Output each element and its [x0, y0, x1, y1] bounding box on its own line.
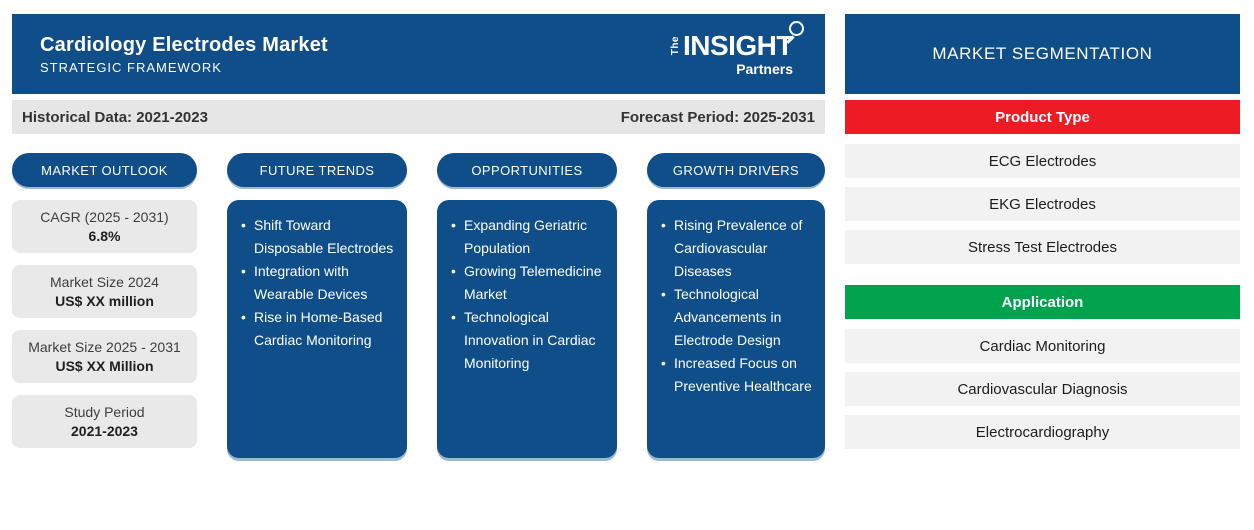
product-type-group: ECG Electrodes EKG Electrodes Stress Tes…: [845, 144, 1240, 264]
column-opportunities: OPPORTUNITIES Expanding Geriatric Popula…: [437, 153, 617, 458]
stat-label: Market Size 2025 - 2031: [28, 339, 181, 355]
list-item: Technological Advancements in Electrode …: [660, 283, 817, 352]
forecast-period-label: Forecast Period: 2025-2031: [620, 108, 815, 126]
market-outlook-header: MARKET OUTLOOK: [12, 153, 197, 187]
opportunities-box: Expanding Geriatric Population Growing T…: [437, 200, 617, 458]
title-block: Cardiology Electrodes Market STRATEGIC F…: [40, 34, 328, 75]
stat-market-size-2024: Market Size 2024 US$ XX million: [12, 265, 197, 318]
stat-market-size-forecast: Market Size 2025 - 2031 US$ XX Million: [12, 330, 197, 383]
stat-label: CAGR (2025 - 2031): [40, 209, 169, 225]
logo-insight-text: INSIGHT: [682, 21, 804, 61]
segment-item: Cardiac Monitoring: [845, 329, 1240, 363]
future-trends-list: Shift Toward Disposable Electrodes Integ…: [240, 214, 399, 352]
stat-value: 6.8%: [88, 228, 121, 244]
stat-value: US$ XX million: [55, 293, 154, 309]
stat-value: 2021-2023: [71, 423, 138, 439]
opportunities-list: Expanding Geriatric Population Growing T…: [450, 214, 609, 375]
segment-item: ECG Electrodes: [845, 144, 1240, 178]
magnifier-icon: [789, 21, 804, 36]
logo-the-text: The: [669, 36, 681, 56]
column-market-outlook: MARKET OUTLOOK CAGR (2025 - 2031) 6.8% M…: [12, 153, 197, 458]
stat-value: US$ XX Million: [55, 358, 154, 374]
list-item: Increased Focus on Preventive Healthcare: [660, 352, 817, 398]
column-growth-drivers: GROWTH DRIVERS Rising Prevalence of Card…: [647, 153, 825, 458]
column-future-trends: FUTURE TRENDS Shift Toward Disposable El…: [227, 153, 407, 458]
product-type-band: Product Type: [845, 100, 1240, 134]
segment-item: Cardiovascular Diagnosis: [845, 372, 1240, 406]
logo-top: The INSIGHT: [669, 21, 804, 61]
main-header: Cardiology Electrodes Market STRATEGIC F…: [12, 14, 825, 94]
segment-item: Stress Test Electrodes: [845, 230, 1240, 264]
period-bar: Historical Data: 2021-2023 Forecast Peri…: [12, 100, 825, 134]
growth-drivers-list: Rising Prevalence of Cardiovascular Dise…: [660, 214, 817, 398]
list-item: Technological Innovation in Cardiac Moni…: [450, 306, 609, 375]
page-subtitle: STRATEGIC FRAMEWORK: [40, 59, 222, 75]
growth-drivers-header: GROWTH DRIVERS: [647, 153, 825, 187]
insight-partners-logo: The INSIGHT Partners: [669, 21, 804, 77]
future-trends-header: FUTURE TRENDS: [227, 153, 407, 187]
list-item: Expanding Geriatric Population: [450, 214, 609, 260]
segment-item: EKG Electrodes: [845, 187, 1240, 221]
opportunities-header: OPPORTUNITIES: [437, 153, 617, 187]
framework-section: Cardiology Electrodes Market STRATEGIC F…: [12, 14, 825, 458]
logo-partners-text: Partners: [736, 61, 793, 77]
list-item: Integration with Wearable Devices: [240, 260, 399, 306]
logo-insight-word: INSIGHT: [682, 30, 794, 61]
segmentation-title: MARKET SEGMENTATION: [845, 14, 1240, 94]
stat-label: Market Size 2024: [50, 274, 159, 290]
list-item: Shift Toward Disposable Electrodes: [240, 214, 399, 260]
list-item: Rise in Home-Based Cardiac Monitoring: [240, 306, 399, 352]
list-item: Growing Telemedicine Market: [450, 260, 609, 306]
growth-drivers-box: Rising Prevalence of Cardiovascular Dise…: [647, 200, 825, 458]
application-group: Cardiac Monitoring Cardiovascular Diagno…: [845, 329, 1240, 449]
segmentation-panel: MARKET SEGMENTATION Product Type ECG Ele…: [845, 14, 1240, 449]
future-trends-box: Shift Toward Disposable Electrodes Integ…: [227, 200, 407, 458]
historical-data-label: Historical Data: 2021-2023: [22, 108, 208, 126]
page-title: Cardiology Electrodes Market: [40, 33, 328, 56]
list-item: Rising Prevalence of Cardiovascular Dise…: [660, 214, 817, 283]
stat-study-period: Study Period 2021-2023: [12, 395, 197, 448]
framework-columns: MARKET OUTLOOK CAGR (2025 - 2031) 6.8% M…: [12, 153, 825, 458]
segment-item: Electrocardiography: [845, 415, 1240, 449]
stat-cagr: CAGR (2025 - 2031) 6.8%: [12, 200, 197, 253]
application-band: Application: [845, 285, 1240, 319]
outlook-stats: CAGR (2025 - 2031) 6.8% Market Size 2024…: [12, 200, 197, 448]
stat-label: Study Period: [64, 404, 145, 420]
